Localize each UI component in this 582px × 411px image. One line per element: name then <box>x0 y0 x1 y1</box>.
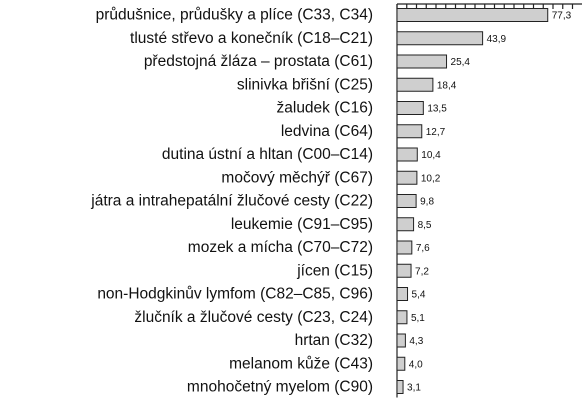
value-label: 7,2 <box>415 266 429 277</box>
category-label: leukemie (C91–C95) <box>231 216 373 233</box>
category-label: ledvina (C64) <box>281 123 373 140</box>
category-label: žaludek (C16) <box>277 100 374 117</box>
bar <box>396 101 424 115</box>
bar <box>396 333 406 348</box>
bar <box>396 147 418 162</box>
value-label: 12,7 <box>426 127 446 138</box>
bar <box>396 54 448 69</box>
value-label: 9,8 <box>420 197 434 208</box>
category-label: mnohočetný myelom (C90) <box>187 379 373 396</box>
bar <box>396 310 408 325</box>
category-label: průdušnice, průdušky a plíce (C33, C34) <box>96 7 373 24</box>
category-label: močový měchýř (C67) <box>221 169 373 186</box>
category-label: slinivka břišní (C25) <box>237 76 373 93</box>
category-label: játra a intrahepatální žlučové cesty (C2… <box>90 193 373 210</box>
bar <box>396 240 413 255</box>
category-label: jícen (C15) <box>296 262 373 279</box>
category-label: melanom kůže (C43) <box>229 355 373 372</box>
bar <box>396 170 418 185</box>
value-label: 18,4 <box>437 80 457 91</box>
category-label: mozek a mícha (C70–C72) <box>188 239 373 256</box>
bar <box>396 77 434 92</box>
category-label: hrtan (C32) <box>295 332 373 349</box>
value-label: 77,3 <box>552 11 572 22</box>
value-label: 5,4 <box>412 290 426 301</box>
chart-bars <box>396 8 549 394</box>
value-label: 7,6 <box>416 243 430 254</box>
value-label: 4,3 <box>409 336 423 347</box>
bar <box>396 194 417 208</box>
bar <box>396 124 423 139</box>
value-label: 10,4 <box>421 150 441 161</box>
bar <box>396 263 412 278</box>
value-label: 8,5 <box>418 220 432 231</box>
category-label: non-Hodgkinův lymfom (C82–C85, C96) <box>97 286 373 303</box>
value-label: 4,0 <box>409 359 423 370</box>
category-label: dutina ústní a hltan (C00–C14) <box>162 146 373 163</box>
bar <box>396 380 404 394</box>
bar <box>396 8 549 22</box>
category-label: žlučník a žlučové cesty (C23, C24) <box>134 309 373 326</box>
bar <box>396 217 415 232</box>
bar <box>396 31 484 46</box>
bar <box>396 356 406 371</box>
value-label: 3,1 <box>407 383 421 394</box>
value-label: 25,4 <box>451 57 471 68</box>
category-label: předstojná žláza – prostata (C61) <box>144 53 373 70</box>
value-label: 43,9 <box>487 34 507 45</box>
value-labels: 77,3 43,9 25,4 18,4 13,5 12,7 10,4 10,2 9,8 8,5 7,… <box>407 11 572 394</box>
value-label: 10,2 <box>421 173 441 184</box>
value-label: 13,5 <box>427 104 447 115</box>
category-label: tlusté střevo a konečník (C18–C21) <box>130 30 373 47</box>
category-labels: průdušnice, průdušky a plíce (C33, C34) t… <box>90 7 373 396</box>
value-label: 5,1 <box>411 313 425 324</box>
bar <box>396 287 409 301</box>
